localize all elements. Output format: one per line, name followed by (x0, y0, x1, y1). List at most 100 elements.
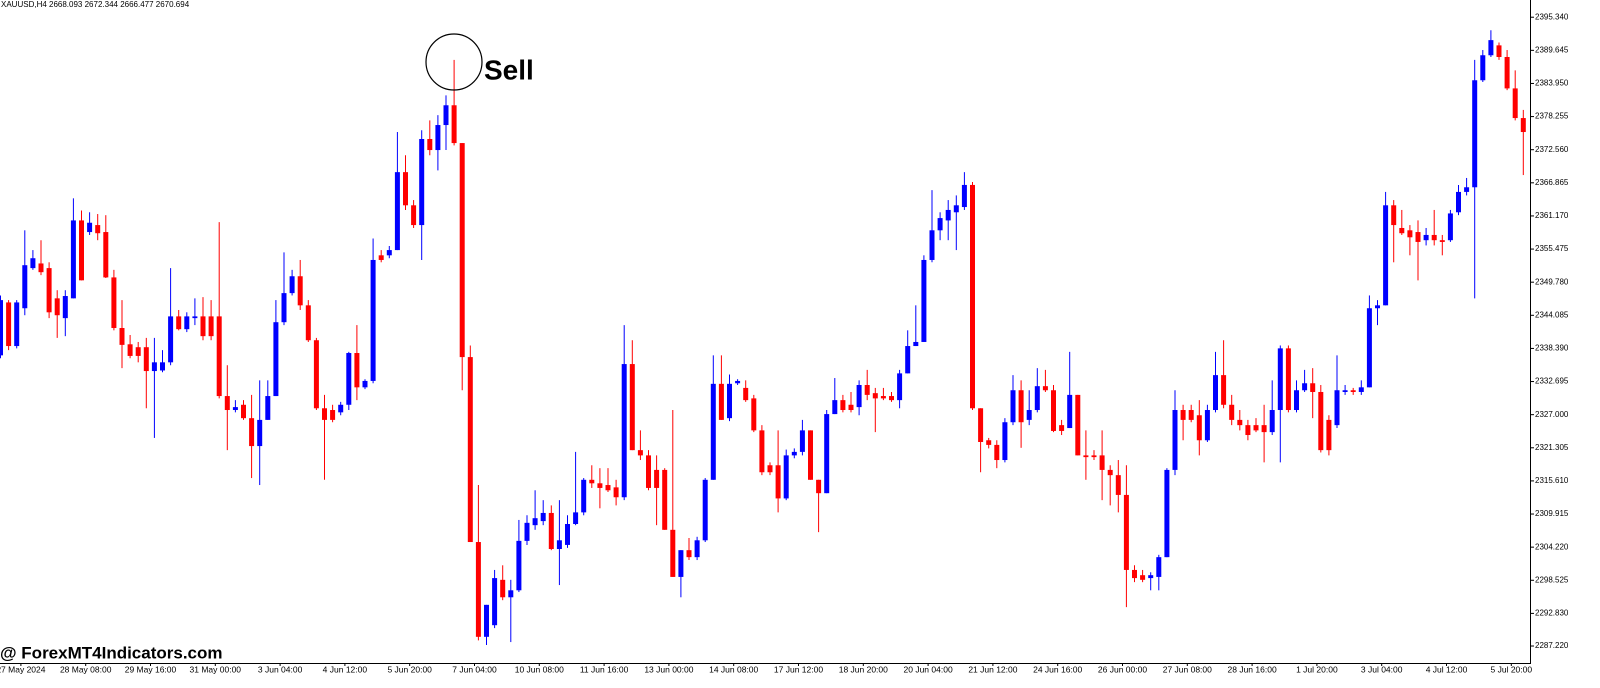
candle-body (978, 408, 984, 442)
candle-body (1480, 55, 1486, 81)
candle-body (22, 265, 28, 309)
x-tick-label: 10 Jun 08:00 (515, 664, 564, 674)
candle-body (87, 222, 93, 233)
candle-body (1156, 557, 1162, 577)
candle-body (394, 172, 400, 251)
candle-body (970, 184, 975, 409)
y-tick-label: 2389.645 (1535, 45, 1569, 54)
candle-body (232, 407, 238, 411)
candle-body (767, 465, 773, 473)
candle-body (208, 316, 214, 337)
candle-body (435, 125, 441, 151)
candle-body (1213, 375, 1218, 411)
candle-body (1334, 390, 1340, 426)
candle-body (378, 255, 384, 260)
candle-body (1196, 415, 1202, 441)
candle-body (338, 404, 344, 413)
candle-body (1026, 410, 1032, 420)
candle-body (1180, 410, 1186, 420)
candle-body (1042, 386, 1048, 391)
candle-body (1520, 118, 1526, 133)
candle-body (370, 259, 376, 381)
annotation: Sell (484, 54, 534, 85)
candle-body (735, 380, 741, 384)
candle-body (1431, 234, 1437, 241)
x-tick-label: 7 Jun 04:00 (452, 664, 497, 674)
candle-body (573, 512, 579, 525)
candle-body (1261, 425, 1267, 433)
candle-body (646, 455, 651, 488)
candle-body (872, 393, 878, 399)
y-tick-label: 2321.305 (1535, 443, 1569, 452)
candle-body (151, 362, 157, 372)
y-tick-label: 2298.525 (1535, 575, 1569, 584)
candle-body (508, 590, 514, 598)
y-tick-label: 2292.830 (1535, 609, 1569, 618)
sell-circle (425, 33, 483, 91)
candle-body (297, 276, 303, 306)
candle-body (929, 230, 935, 260)
candle-body (662, 469, 668, 530)
candle-body (1204, 410, 1210, 441)
x-tick-label: 17 Jun 12:00 (774, 664, 823, 674)
candle-body (597, 483, 603, 488)
candle-body (1018, 390, 1024, 423)
candle-body (168, 316, 174, 363)
candle-body (500, 579, 506, 598)
candle-body (427, 138, 433, 151)
y-tick-label: 2372.560 (1535, 145, 1569, 154)
candle-body (832, 400, 838, 415)
candle-body (1245, 425, 1251, 436)
x-tick-label: 5 Jul 20:00 (1491, 664, 1533, 674)
candle-body (459, 143, 465, 358)
candle-body (1059, 425, 1065, 431)
candle-body (484, 604, 489, 637)
candle-body (1099, 455, 1105, 470)
candle-body (654, 469, 660, 488)
x-tick-label: 28 May 08:00 (60, 664, 112, 674)
candle-body (565, 524, 570, 545)
candle-body (1407, 230, 1413, 238)
candle-body (1358, 387, 1364, 392)
candle-body (1034, 386, 1040, 411)
candle-body (403, 172, 408, 206)
candle-body (516, 540, 522, 591)
candle-body (46, 268, 52, 313)
candle-body (791, 451, 797, 456)
x-tick-label: 13 Jun 00:00 (644, 664, 693, 674)
candle-body (775, 465, 781, 499)
candle-body (273, 322, 279, 397)
candle-body (961, 184, 967, 208)
candle-body (1318, 391, 1324, 451)
candle-body (905, 346, 911, 374)
candle-body (176, 316, 182, 330)
candle-body (840, 400, 846, 411)
y-tick-label: 2378.255 (1535, 112, 1569, 121)
candle-body (1172, 410, 1178, 470)
candle-body (1132, 569, 1137, 579)
candle-body (79, 220, 84, 281)
candle-body (799, 430, 805, 452)
x-tick-label: 24 Jun 16:00 (1033, 664, 1082, 674)
candle-body (1075, 394, 1081, 456)
candle-body (759, 430, 765, 473)
candle-body (411, 205, 417, 226)
candle-body (921, 259, 927, 342)
candle-body (1366, 308, 1372, 388)
candle-body (1140, 575, 1146, 580)
watermark: @ ForexMT4Indicators.com (0, 643, 223, 662)
x-tick-label: 18 Jun 20:00 (839, 664, 888, 674)
candle-body (30, 258, 36, 269)
candle-body (532, 518, 538, 526)
candle-body (524, 522, 530, 541)
y-tick-label: 2344.085 (1535, 310, 1569, 319)
x-tick-label: 3 Jul 04:00 (1361, 664, 1403, 674)
x-tick-label: 4 Jun 12:00 (323, 664, 368, 674)
candle-body (14, 302, 20, 347)
x-tick-label: 26 Jun 00:00 (1098, 664, 1147, 674)
candle-body (346, 353, 352, 405)
candle-body (694, 540, 700, 558)
candle-body (54, 298, 60, 316)
candle-body (613, 487, 619, 498)
